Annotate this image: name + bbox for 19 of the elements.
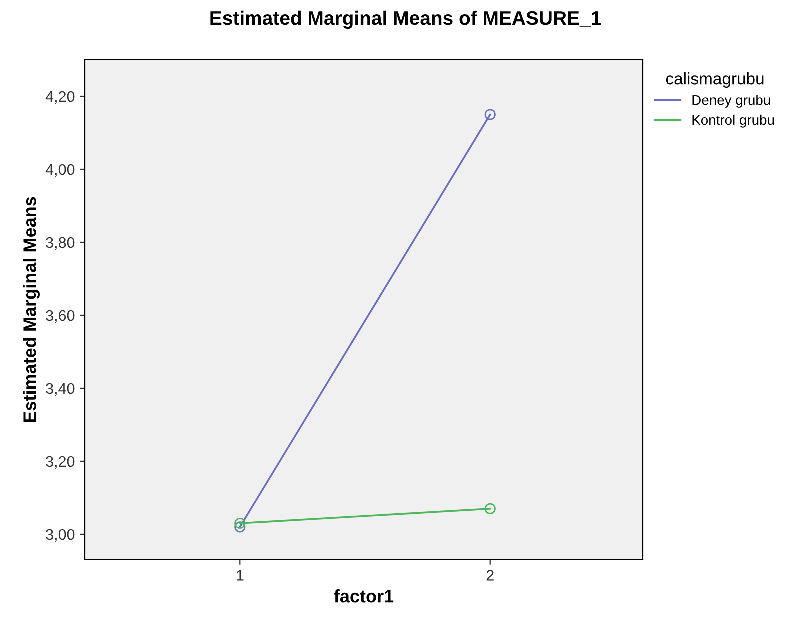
- y-tick-label: 3,20: [46, 456, 75, 469]
- point: [484, 503, 496, 514]
- point: [234, 522, 246, 533]
- x-axis-title: factor1: [334, 590, 394, 603]
- x-tick-label: 2: [486, 570, 494, 581]
- y-tick-label: 3,40: [46, 383, 75, 396]
- y-tick-label: 3,60: [46, 310, 75, 323]
- y-axis-title: Estimated Marginal Means: [23, 197, 40, 422]
- legend-label: Kontrol grubu: [692, 114, 774, 128]
- y-tick-label: 4,00: [46, 164, 75, 177]
- legend-title: calismagrubu: [666, 72, 764, 88]
- point: [484, 109, 496, 120]
- legend-label: Deney grubu: [692, 94, 770, 108]
- y-tick-label: 3,00: [46, 529, 75, 542]
- y-tick-label: 4,20: [46, 91, 75, 104]
- chart-title: Estimated Marginal Means of MEASURE_1: [210, 10, 602, 30]
- point: [234, 518, 246, 530]
- x-tick-label: 1: [237, 570, 244, 581]
- y-tick-label: 3,80: [46, 237, 75, 250]
